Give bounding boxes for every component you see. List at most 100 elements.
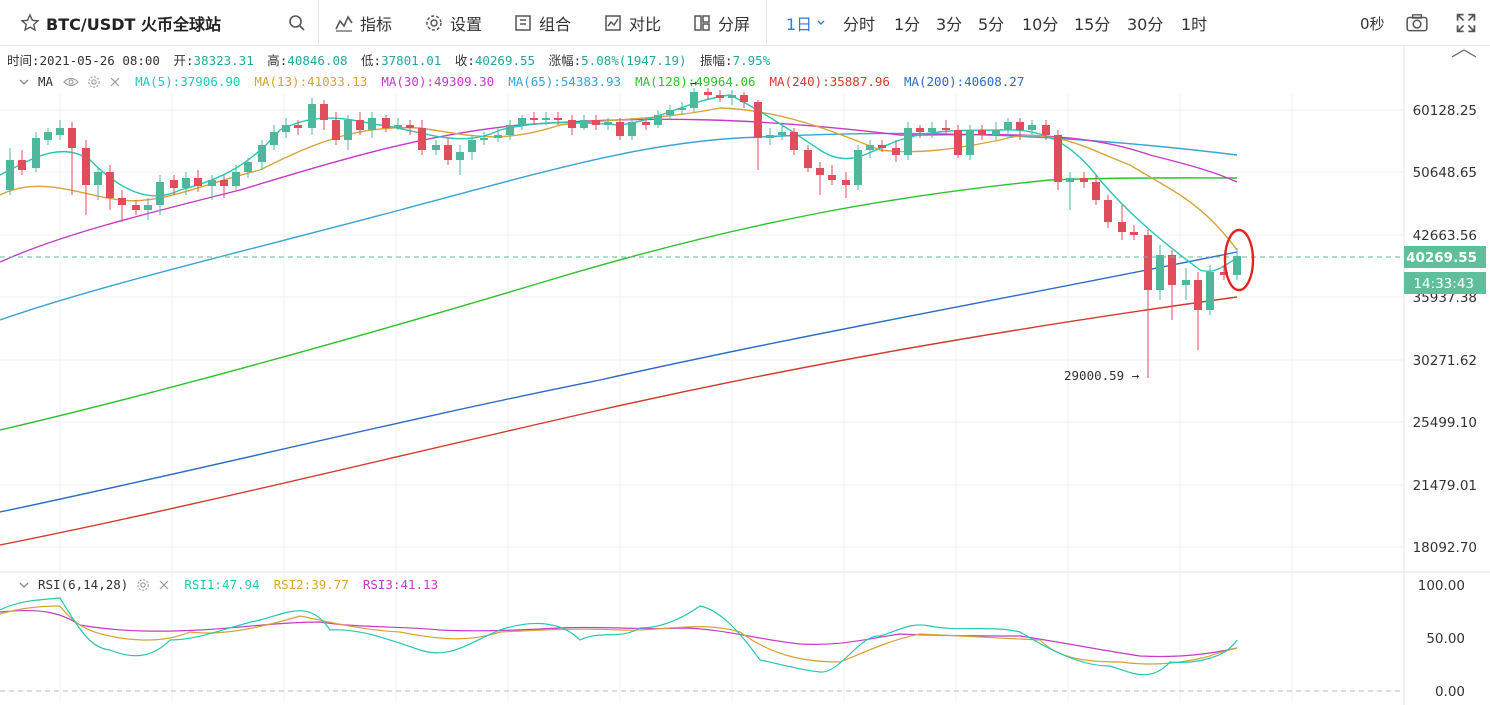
candle-body [568, 120, 576, 128]
candle-body [828, 175, 836, 180]
rsi-tick: 50.00 [1426, 631, 1465, 647]
candle-body [232, 172, 240, 186]
screenshot-button[interactable] [1405, 0, 1435, 46]
candle-body [966, 130, 974, 155]
compare-button[interactable]: 对比 [603, 0, 661, 46]
period-item[interactable]: 10分 [1022, 15, 1059, 34]
period-1d[interactable]: 1日 [786, 0, 826, 46]
candle-body [678, 108, 686, 110]
change-value: 5.08%(1947.19) [581, 53, 687, 68]
eye-icon[interactable] [63, 76, 79, 88]
ma-line [0, 177, 1238, 431]
ohlc-info: 时间:2021-05-26 08:00 开:38323.31 高:40846.0… [7, 50, 770, 69]
axes: 60128.2550648.6542663.5635937.3830271.62… [0, 46, 1490, 705]
period-item[interactable]: 1时 [1181, 15, 1208, 34]
candle-body [766, 135, 774, 138]
candle-body [790, 132, 798, 150]
high-price-marker: → [690, 75, 698, 90]
compare-label: 对比 [629, 15, 662, 34]
price-tick: 21479.01 [1413, 478, 1477, 494]
candle-body [132, 205, 140, 210]
search-button[interactable] [287, 0, 313, 46]
candle-body [18, 160, 26, 170]
candle-body [666, 110, 674, 115]
candle-body [1156, 255, 1164, 290]
period-item[interactable]: 分时 [843, 15, 876, 34]
period-item[interactable]: 3分 [936, 15, 963, 34]
rsi-line [0, 597, 1238, 676]
countdown-text: 14:33:43 [1413, 276, 1474, 292]
star-icon[interactable] [20, 13, 40, 33]
split-screen-button[interactable]: 分屏 [692, 0, 750, 46]
candle-body [1092, 182, 1100, 200]
candle-body [1144, 235, 1152, 290]
candle-body [1233, 256, 1241, 275]
settings-button[interactable]: 设置 [424, 0, 482, 46]
collapse-icon[interactable] [18, 76, 30, 88]
candle-body [690, 92, 698, 108]
candle-body [1054, 135, 1062, 182]
indicators-label: 指标 [360, 15, 393, 34]
candle-body [878, 145, 886, 148]
candle-body [182, 178, 190, 188]
candle-body [518, 118, 526, 125]
axis-collapse-icon [1451, 49, 1477, 58]
period-item[interactable]: 1分 [894, 15, 921, 34]
symbol-title[interactable]: BTC/USDT 火币全球站 [20, 0, 221, 46]
camera-icon [1406, 14, 1428, 32]
current-price-tag: 40269.55 14:33:43 [1404, 246, 1486, 294]
amp-value: 7.95% [732, 53, 771, 68]
change-label: 涨幅: [548, 53, 582, 68]
candle-body [1028, 125, 1036, 130]
period-item[interactable]: 30分 [1127, 15, 1164, 34]
high-label: 高: [267, 53, 288, 68]
indicators-button[interactable]: 指标 [334, 0, 392, 46]
close-icon[interactable] [109, 76, 121, 88]
combine-button[interactable]: 组合 [513, 0, 571, 46]
candle-body [294, 125, 302, 128]
price-tick: 18092.70 [1413, 540, 1477, 556]
candle-body [244, 162, 252, 172]
candle-body [382, 118, 390, 128]
gear-icon[interactable] [136, 578, 150, 592]
candle-body [530, 118, 538, 120]
settings-label: 设置 [450, 15, 483, 34]
close-label: 收: [454, 53, 475, 68]
candle-body [854, 150, 862, 185]
candle-body [1004, 122, 1012, 130]
candle-body [44, 132, 52, 140]
candle-body [94, 172, 102, 185]
open-value: 38323.31 [193, 53, 254, 68]
close-icon[interactable] [158, 579, 170, 591]
candle-body [580, 120, 588, 128]
candle-body [356, 120, 364, 130]
countdown-label: 0秒 [1360, 14, 1385, 33]
candle-body [308, 104, 316, 128]
rsi-line [0, 605, 1238, 665]
current-price-text: 40269.55 [1406, 250, 1477, 266]
open-label: 开: [173, 53, 194, 68]
candle-body [494, 135, 502, 138]
candle-body [270, 132, 278, 145]
high-value: 40846.08 [287, 53, 348, 68]
candle-body [106, 172, 114, 198]
indicator-icon [335, 15, 353, 32]
ma240-value: MA(240):35887.96 [769, 74, 890, 89]
candle-body [118, 198, 126, 205]
fullscreen-button[interactable] [1454, 0, 1484, 46]
period-item[interactable]: 15分 [1074, 15, 1111, 34]
ma-line [0, 132, 1238, 321]
candle-body [754, 102, 762, 138]
candle-body [32, 138, 40, 168]
rsi3-value: RSI3:41.13 [362, 577, 439, 592]
gear-icon [426, 15, 442, 31]
rsi-tick: 100.00 [1418, 578, 1465, 594]
collapse-icon[interactable] [18, 579, 30, 591]
candle-body [194, 178, 202, 186]
candle-body [344, 120, 352, 140]
gear-icon[interactable] [87, 75, 101, 89]
candle-body [406, 125, 414, 128]
period-item[interactable]: 5分 [978, 15, 1005, 34]
candle-body [282, 125, 290, 132]
